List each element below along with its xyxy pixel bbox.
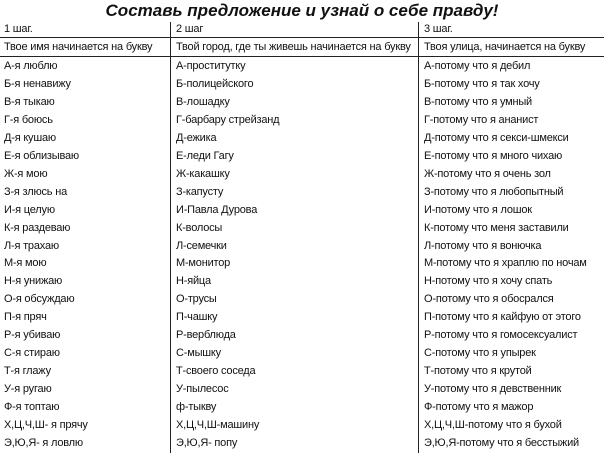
row-text: У-потому что я девственник (424, 383, 562, 396)
row-text: А-я люблю (4, 60, 58, 72)
row-text: Д-потому что я секси-шмекси (424, 131, 569, 144)
row-text: С-мышку (176, 347, 221, 360)
row-text: У-я ругаю (4, 383, 52, 396)
row-text: А-потому что я дебил (424, 60, 531, 72)
row-text: К-волосы (176, 221, 223, 234)
row-text: ф-тыкву (176, 401, 217, 414)
row-text: Ф-потому что я мажор (424, 401, 534, 414)
step-label: 3 шаг. (424, 23, 453, 35)
row-text: Ж-какашку (176, 167, 230, 180)
row-text: З-я злюсь на (4, 185, 67, 198)
row-text: З-потому что я любопытный (424, 185, 564, 198)
row-text: Г-потому что я ананист (424, 113, 539, 126)
step-label: 2 шаг (176, 23, 204, 35)
row-text: Ж-потому что я очень зол (424, 167, 551, 180)
row-text: И-Павла Дурова (176, 203, 258, 216)
row-text: Т-потому что я крутой (424, 365, 532, 378)
row-text: М-потому что я храплю по ночам (424, 257, 587, 270)
row-text: Н-я унижаю (4, 275, 63, 288)
row-text: З-капусту (176, 185, 224, 198)
row-text: Л-семечки (176, 239, 227, 252)
row-text: К-потому что меня заставили (424, 221, 569, 234)
row-text: П-потому что я кайфую от этого (424, 311, 581, 324)
row-text: Л-я трахаю (4, 239, 59, 252)
row-text: Ж-я мою (4, 167, 48, 180)
row-text: В-лошадку (176, 95, 230, 108)
row-text: Р-я убиваю (4, 329, 61, 342)
rule (0, 56, 604, 57)
row-text: И-потому что я лошок (424, 203, 532, 216)
row-text: У-пылесос (176, 383, 229, 396)
row-text: Х,Ц,Ч,Ш- я прячу (4, 419, 88, 431)
column-divider (170, 22, 171, 453)
title: Составь предложение и узнай о себе правд… (105, 1, 499, 20)
row-text: В-потому что я умный (424, 95, 533, 108)
row-text: Б-потому что я так хочу (424, 77, 540, 90)
row-text: С-я стираю (4, 347, 60, 360)
rule (0, 37, 604, 38)
row-text: О-трусы (176, 293, 217, 306)
row-text: В-я тыкаю (4, 95, 55, 108)
row-text: И-я целую (4, 203, 55, 216)
row-text: Е-леди Гагу (176, 149, 234, 162)
row-text: Э,Ю,Я- я ловлю (4, 436, 83, 449)
row-text: Р-верблюда (176, 329, 236, 342)
row-text: Д-я кушаю (4, 131, 56, 144)
row-text: Х,Ц,Ч,Ш-потому что я бухой (424, 419, 562, 431)
row-text: Б-я ненавижу (4, 77, 71, 90)
row-text: Э,Ю,Я-потому что я бесстыжий (424, 436, 579, 449)
row-text: П-чашку (176, 311, 218, 324)
row-text: Э,Ю,Я- попу (176, 436, 238, 449)
row-text: Т-своего соседа (176, 365, 256, 378)
row-text: М-я мою (4, 257, 47, 270)
row-text: Е-потому что я много чихаю (424, 149, 563, 162)
column-heading: Твое имя начинается на букву (4, 41, 153, 53)
row-text: Л-потому что я вонючка (424, 239, 542, 252)
row-text: С-потому что я упырек (424, 347, 536, 360)
step-label: 1 шаг. (4, 23, 33, 35)
row-text: Е-я облизываю (4, 149, 79, 162)
row-text: О-потому что я обосрался (424, 293, 554, 306)
row-text: П-я пряч (4, 311, 47, 324)
row-text: Т-я глажу (4, 365, 51, 378)
row-text: М-монитор (176, 257, 231, 270)
column-heading: Твой город, где ты живешь начинается на … (176, 41, 411, 53)
row-text: Р-потому что я гомосексуалист (424, 329, 578, 342)
row-text: Б-полицейского (176, 77, 254, 90)
row-text: Г-барбару стрейзанд (176, 113, 280, 126)
row-text: Н-яйца (176, 275, 211, 288)
row-text: Ф-я топтаю (4, 401, 60, 414)
row-text: К-я раздеваю (4, 221, 71, 234)
column-heading: Твоя улица, начинается на букву (424, 41, 586, 53)
row-text: Г-я боюсь (4, 113, 53, 126)
row-text: А-проститутку (176, 60, 246, 72)
column-divider (418, 22, 419, 453)
row-text: Н-потому что я хочу спать (424, 275, 553, 288)
row-text: Д-ежика (176, 131, 217, 144)
row-text: Х,Ц,Ч,Ш-машину (176, 419, 260, 431)
row-text: О-я обсуждаю (4, 293, 75, 306)
